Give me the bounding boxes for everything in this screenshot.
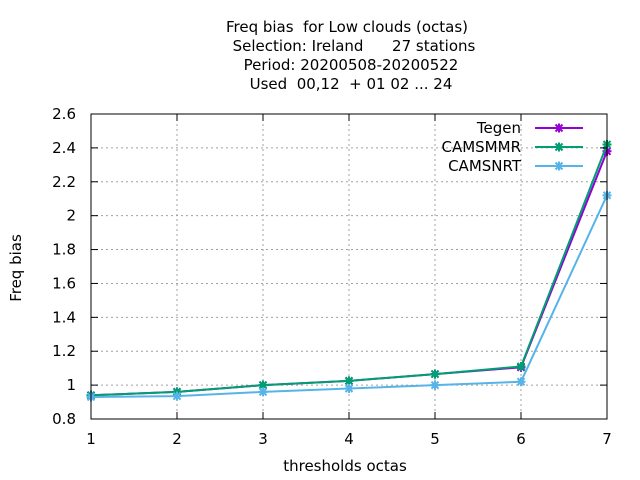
x-tick-label: 7 [602,430,612,448]
x-axis-label: thresholds octas [283,457,407,475]
data-point [430,380,440,390]
y-tick-label: 1.6 [52,274,76,292]
legend-label: Tegen [476,119,521,137]
data-point [554,161,564,171]
y-tick-label: 2.4 [52,139,76,157]
data-point [554,123,564,133]
data-point [258,380,268,390]
legend-label: CAMSMMR [441,138,521,156]
data-point [344,384,354,393]
chart-title: Freq bias for Low clouds (octas)Selectio… [226,18,476,93]
title-line: Used 00,12 + 01 02 ... 24 [250,75,453,93]
y-tick-label: 0.8 [52,410,76,428]
data-point [258,387,268,397]
x-tick-label: 6 [516,430,526,448]
y-tick-label: 1.2 [52,342,76,360]
title-line: Freq bias for Low clouds (octas) [226,18,468,36]
x-tick-label: 4 [344,430,354,448]
grid-lines [91,114,607,419]
data-point [516,377,526,387]
axis-ticks: 0.8 1 1.2 1.4 1.6 1.8 2 2.2 2.4 2.6 1 2 3 4 5 6 7 [52,105,612,448]
y-tick-label: 2.6 [52,105,76,123]
data-point [172,391,182,401]
x-tick-label: 3 [258,430,268,448]
y-axis-label: Freq bias [7,234,25,302]
title-line: Period: 20200508-20200522 [244,56,459,74]
data-point [430,369,440,379]
y-tick-label: 1.8 [52,241,76,259]
x-tick-label: 5 [430,430,440,448]
data-point [344,376,354,386]
data-point [554,142,564,152]
x-tick-label: 1 [86,430,96,448]
title-line: Selection: Ireland 27 stations [233,37,476,55]
data-point [516,361,526,371]
y-tick-label: 2.2 [52,173,76,191]
series-line [90,150,608,397]
x-tick-label: 2 [172,430,182,448]
legend-label: CAMSNRT [448,157,522,175]
y-tick-label: 2 [66,207,76,225]
y-tick-label: 1 [66,376,76,394]
y-tick-label: 1.4 [52,308,76,326]
